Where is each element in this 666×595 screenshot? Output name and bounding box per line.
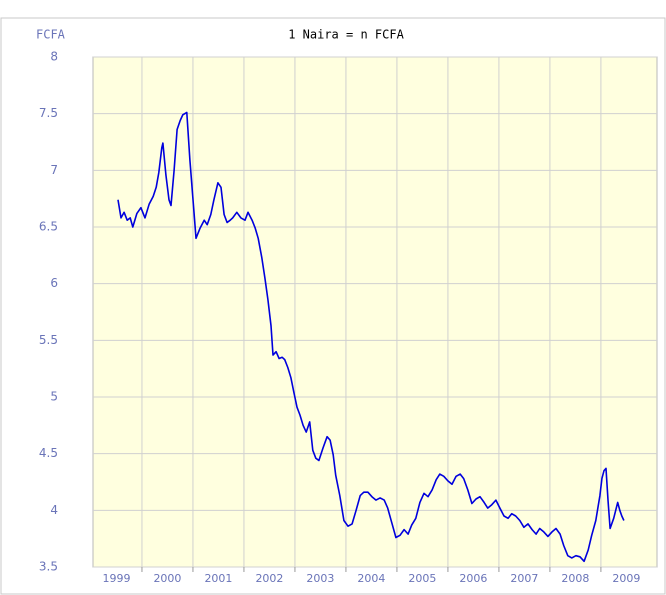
x-tick-label: 2003 bbox=[306, 572, 334, 585]
chart-title: 1 Naira = n FCFA bbox=[288, 28, 404, 42]
x-tick-label: 2000 bbox=[153, 572, 181, 585]
y-tick-label: 6.5 bbox=[39, 220, 58, 234]
y-tick-label: 8 bbox=[50, 50, 58, 64]
y-tick-label: 7.5 bbox=[39, 106, 58, 120]
x-tick-label: 1999 bbox=[102, 572, 130, 585]
x-tick-label: 2009 bbox=[612, 572, 640, 585]
data-line bbox=[117, 111, 625, 563]
y-tick-label: 3.5 bbox=[39, 560, 58, 574]
plot-area bbox=[92, 56, 658, 568]
x-tick-label: 2005 bbox=[408, 572, 436, 585]
y-tick-label: 5.5 bbox=[39, 333, 58, 347]
y-axis-label: FCFA bbox=[36, 28, 66, 42]
y-tick-label: 7 bbox=[50, 163, 58, 177]
y-tick-label: 4.5 bbox=[39, 446, 58, 460]
y-tick-label: 5 bbox=[50, 390, 58, 404]
y-tick-label: 4 bbox=[50, 503, 58, 517]
x-tick-label: 2002 bbox=[255, 572, 283, 585]
x-tick-label: 2007 bbox=[510, 572, 538, 585]
x-tick-label: 2001 bbox=[204, 572, 232, 585]
x-tick-label: 2008 bbox=[561, 572, 589, 585]
y-tick-label: 6 bbox=[50, 276, 58, 290]
x-tick-label: 2004 bbox=[357, 572, 385, 585]
x-tick-label: 2006 bbox=[459, 572, 487, 585]
